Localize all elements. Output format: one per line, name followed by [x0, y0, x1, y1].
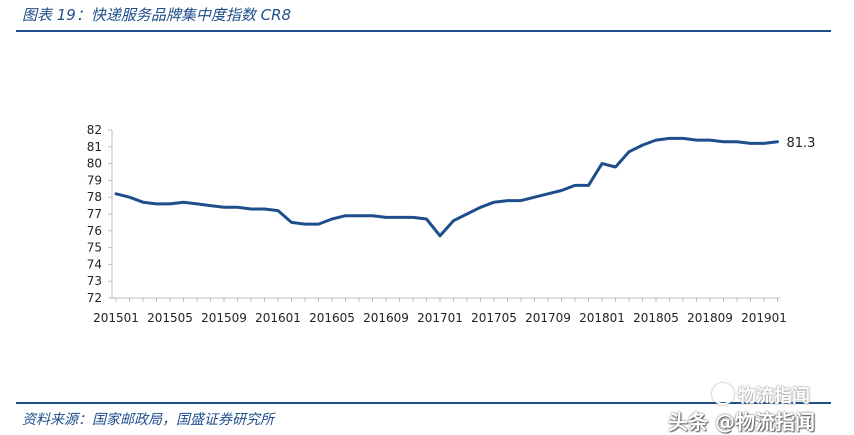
watermark-upper: 物流指闻 — [712, 382, 810, 408]
cr8-series-line — [114, 136, 779, 238]
y-tick-label: 73 — [87, 274, 102, 288]
title-divider — [16, 30, 831, 32]
x-tick-label: 201805 — [633, 311, 679, 325]
watermark-lower: 头条 @物流指闻 — [668, 410, 815, 434]
x-tick-label: 201509 — [201, 311, 247, 325]
wechat-icon — [712, 383, 734, 405]
x-tick-label: 201709 — [525, 311, 571, 325]
figure-title: 图表 19：快递服务品牌集中度指数 CR8 — [22, 6, 292, 24]
y-tick-label: 74 — [87, 257, 102, 271]
x-tick-label: 201605 — [309, 311, 355, 325]
x-tick-label: 201601 — [255, 311, 301, 325]
source-note: 资料来源：国家邮政局，国盛证券研究所 — [22, 412, 274, 428]
x-tick-label: 201705 — [471, 311, 517, 325]
y-tick-label: 82 — [87, 123, 102, 137]
end-value-label: 81.3 — [787, 136, 816, 151]
x-tick-label: 201701 — [417, 311, 463, 325]
y-tick-label: 81 — [87, 140, 102, 154]
x-tick-label: 201501 — [93, 311, 139, 325]
y-tick-label: 78 — [87, 190, 102, 204]
x-axis-ticks: 201501 201505 201509 201601 201605 201609 2017… — [93, 298, 787, 325]
y-tick-label: 77 — [87, 207, 102, 221]
y-tick-label: 76 — [87, 224, 102, 238]
y-axis-ticks: 72 73 74 75 76 77 78 79 80 81 82 — [87, 123, 112, 305]
watermark-upper-text: 物流指闻 — [738, 386, 810, 407]
x-tick-label: 201505 — [147, 311, 193, 325]
y-tick-label: 72 — [87, 291, 102, 305]
y-tick-label: 75 — [87, 241, 102, 255]
x-tick-label: 201801 — [579, 311, 625, 325]
x-tick-label: 201901 — [741, 311, 787, 325]
y-tick-label: 80 — [87, 157, 102, 171]
y-tick-label: 79 — [87, 173, 102, 187]
x-tick-label: 201809 — [687, 311, 733, 325]
source-divider — [16, 402, 831, 404]
x-tick-label: 201609 — [363, 311, 409, 325]
